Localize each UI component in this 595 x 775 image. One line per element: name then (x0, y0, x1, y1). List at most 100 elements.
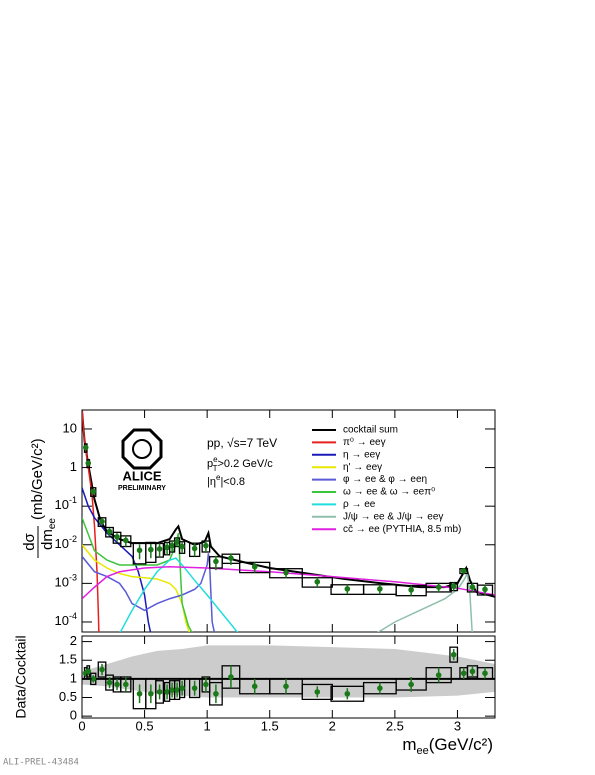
series-line (82, 565, 495, 600)
x-tick-label: 2.5 (386, 718, 404, 733)
legend-label: π⁰ → eeγ (343, 437, 386, 448)
y-label-den: dmee (39, 518, 58, 550)
y-tick-label: 1.5 (59, 652, 77, 667)
data-point (164, 544, 170, 551)
data-point (408, 681, 414, 688)
data-point (460, 568, 467, 574)
data-point (213, 690, 219, 697)
legend-label: φ → ee & φ → eeη (343, 474, 427, 485)
data-point (179, 543, 185, 550)
sys-box (449, 646, 459, 663)
data-point (435, 672, 442, 678)
sys-box (97, 661, 107, 678)
y-tick-label: 0.5 (59, 689, 77, 704)
data-point (114, 681, 120, 688)
plot-area (82, 645, 495, 710)
data-point (450, 583, 457, 589)
data-point (450, 651, 457, 658)
data-point (136, 547, 143, 554)
y-tick-label: 10 (63, 420, 77, 435)
data-point (482, 586, 488, 593)
data-point (123, 537, 129, 544)
data-point (408, 587, 414, 593)
data-point (90, 488, 97, 495)
data-point (169, 542, 175, 549)
y-tick-label: 10-4 (55, 611, 77, 628)
y-tick-label: 1 (70, 459, 77, 474)
uncertainty-band (82, 645, 495, 698)
data-point (469, 668, 476, 675)
data-point (164, 689, 170, 695)
data-point (179, 685, 185, 691)
y-label: dσ dmee (mb/GeV/c²) (21, 438, 58, 558)
data-point (213, 558, 219, 565)
ratio-y-label: Data/Cocktail (13, 635, 29, 718)
data-point (203, 542, 209, 549)
data-point (156, 689, 163, 695)
data-point (99, 666, 105, 673)
data-point (191, 545, 198, 552)
data-point (283, 569, 289, 576)
data-point (314, 578, 321, 585)
data-point (85, 460, 92, 466)
y-tick-base: 10 (55, 575, 69, 590)
data-point (191, 685, 198, 691)
x-tick-label: 2 (329, 718, 336, 733)
y-tick-base: 10 (55, 536, 69, 551)
y-tick-exponent: -1 (69, 496, 77, 506)
legend-label: J/ψ → ee & J/ψ → eeγ (343, 511, 443, 522)
legend-label: ω → ee & ω → eeπ⁰ (343, 487, 435, 498)
data-point (344, 690, 351, 697)
frame (81, 635, 496, 719)
data-point (169, 687, 175, 693)
data-point (228, 674, 234, 680)
data-point (123, 681, 129, 688)
data-point (482, 670, 488, 677)
sys-box (188, 678, 201, 699)
footer: ALI-PREL-43484 (3, 758, 79, 768)
y-tick-exponent: -4 (69, 611, 77, 621)
data-point (251, 563, 258, 570)
data-point (469, 584, 476, 590)
y-tick-label: 2 (70, 633, 77, 648)
data-point (174, 687, 180, 693)
y-tick-exponent: -2 (69, 534, 77, 544)
sys-box (97, 517, 107, 528)
y-tick-label: 1 (70, 670, 77, 685)
legend-label: η → eeγ (343, 449, 380, 460)
data-point (174, 538, 180, 545)
y-tick-label: 10-2 (55, 534, 77, 551)
legend-label: cc̄ → ee (PYTHIA, 8.5 mb) (343, 524, 461, 535)
frame (81, 409, 496, 633)
data-point (344, 586, 351, 592)
data-point (377, 586, 383, 592)
data-point (203, 681, 209, 688)
data-point (114, 534, 120, 540)
y-tick-label: 10-3 (55, 573, 77, 590)
y-label-num: dσ (21, 532, 38, 550)
sys-box (155, 680, 164, 704)
y-tick-exponent: -3 (69, 573, 77, 583)
data-point (156, 546, 163, 552)
data-point (460, 670, 467, 677)
series-line (82, 553, 216, 632)
data-point (148, 690, 154, 697)
data-point (377, 685, 383, 691)
y-tick-label: 10-1 (55, 496, 77, 513)
legend-label: η' → eeγ (343, 462, 382, 473)
x-tick-label: 3 (454, 718, 461, 733)
series-line (119, 557, 239, 632)
legend-label: cocktail sum (343, 425, 398, 436)
logo-text: ALICE (123, 468, 162, 483)
data-point (136, 690, 143, 697)
y-tick-base: 10 (55, 613, 69, 628)
annotation: |ηe|<0.8 (207, 473, 245, 488)
data-point (148, 546, 154, 553)
series-line (82, 487, 152, 632)
data-point (314, 689, 321, 695)
sys-box (301, 683, 333, 701)
data-point (435, 584, 442, 590)
y-label-unit: (mb/GeV/c²) (29, 438, 46, 520)
legend-label: ρ → ee (343, 499, 376, 510)
